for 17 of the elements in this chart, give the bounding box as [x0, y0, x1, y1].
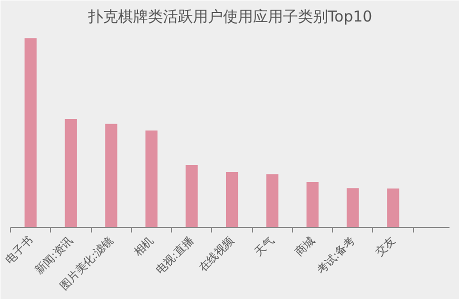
- x-tick-label: 交友: [372, 234, 398, 259]
- bar: [186, 164, 198, 228]
- bar: [346, 188, 359, 228]
- bar: [145, 130, 158, 228]
- bar: [266, 174, 278, 228]
- x-tick-label: 考试:备考: [314, 234, 358, 277]
- bar: [387, 188, 400, 228]
- bar: [64, 118, 77, 228]
- chart-title: 扑克棋牌类活跃用户使用应用子类别Top10: [86, 8, 372, 26]
- x-tick-label: 电子书: [2, 234, 36, 266]
- bar: [105, 124, 118, 228]
- bar: [226, 172, 238, 228]
- x-tick-label: 天气: [252, 234, 277, 259]
- x-tick-label: 商城: [292, 234, 318, 259]
- x-tick-label: 在线视频: [196, 234, 237, 274]
- bar: [306, 182, 319, 228]
- bar: [24, 38, 37, 228]
